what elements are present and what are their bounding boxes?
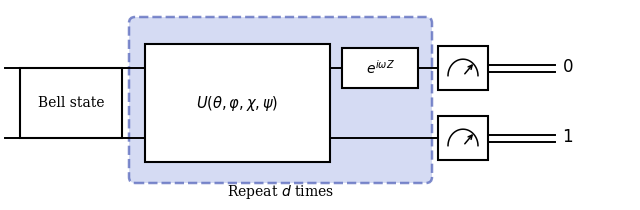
Bar (438, 116, 488, 160)
Bar (20, 68, 122, 138)
Bar (342, 48, 418, 88)
Text: $0$: $0$ (562, 59, 573, 76)
Text: Bell state: Bell state (38, 96, 104, 110)
Text: Repeat $d$ times: Repeat $d$ times (227, 183, 333, 201)
Bar (145, 44, 330, 162)
Bar (438, 46, 488, 90)
Text: $e^{i\omega Z}$: $e^{i\omega Z}$ (365, 59, 394, 77)
FancyBboxPatch shape (129, 17, 432, 183)
Text: $U(\theta, \varphi, \chi, \psi)$: $U(\theta, \varphi, \chi, \psi)$ (196, 93, 278, 113)
Text: $1$: $1$ (562, 130, 573, 147)
